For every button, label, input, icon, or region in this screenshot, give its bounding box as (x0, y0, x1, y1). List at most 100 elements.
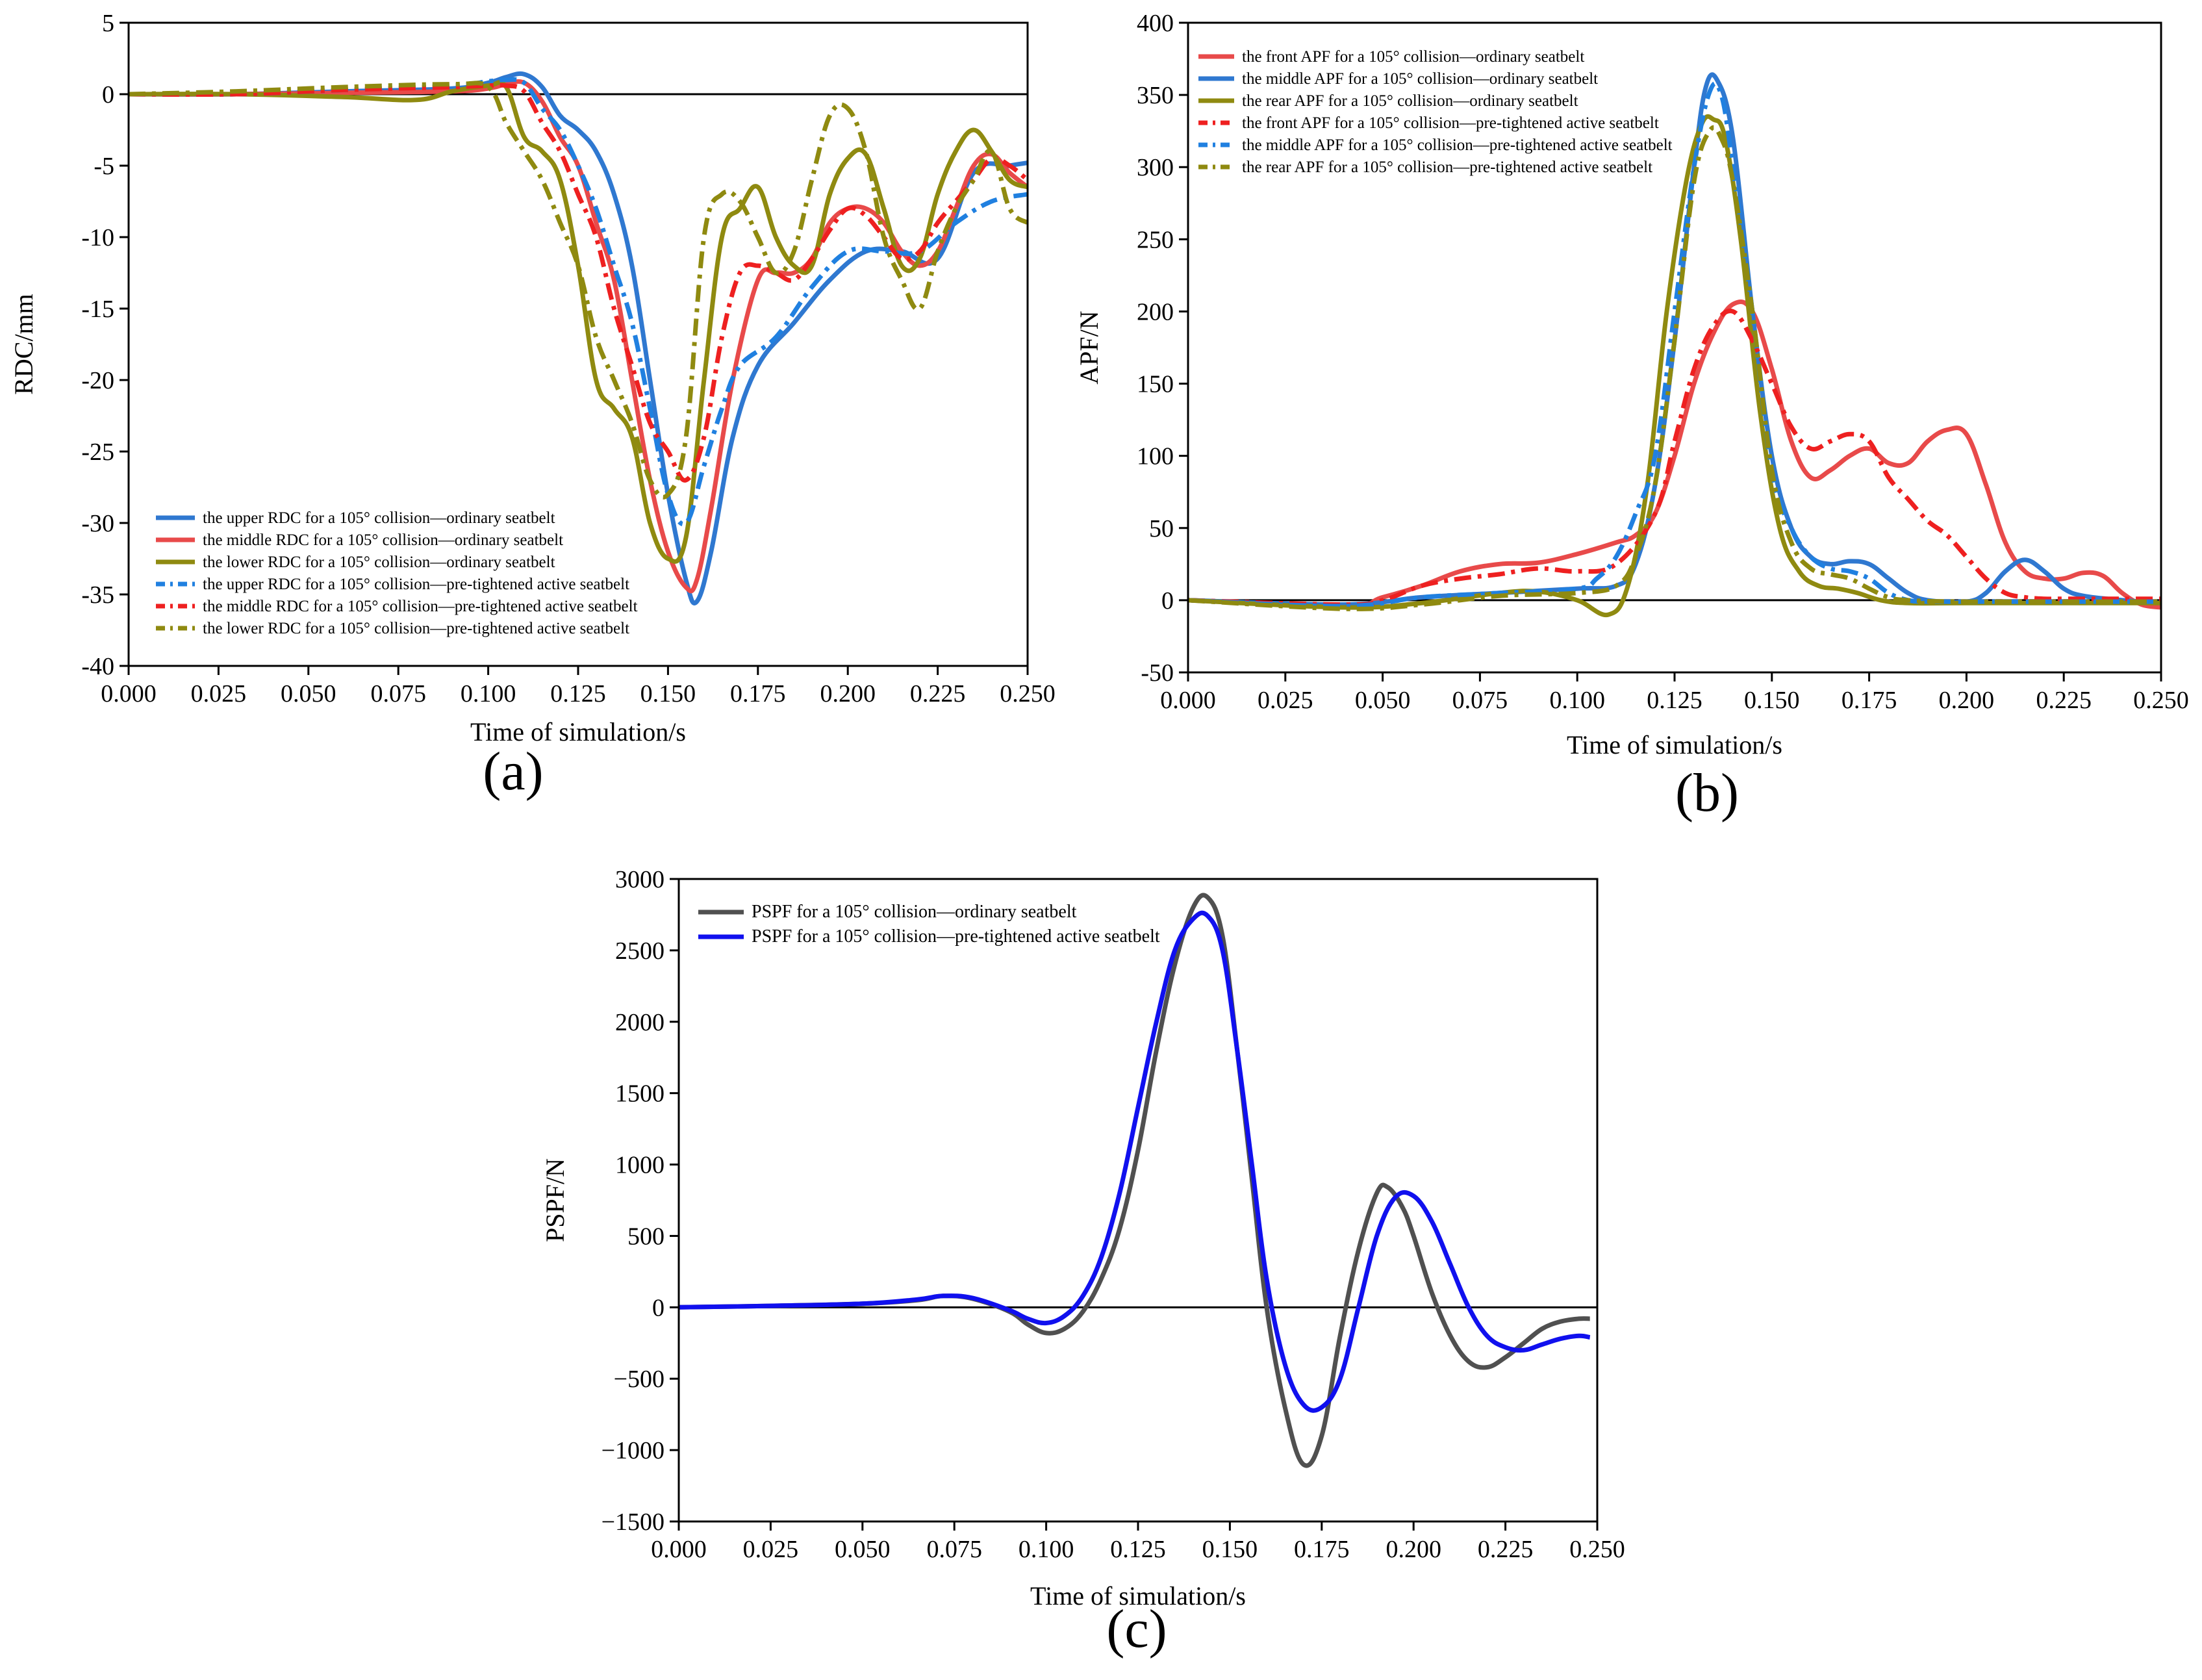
x-tick-label: 0.100 (461, 680, 516, 707)
series-line-3 (129, 80, 1028, 564)
legend-label-1: PSPF for a 105° collision—ordinary seatb… (752, 902, 1077, 922)
y-tick-label: -10 (81, 224, 114, 251)
x-tick-label: 0.025 (743, 1536, 799, 1563)
y-tick-label: -35 (81, 581, 114, 609)
y-tick-label: −1500 (601, 1508, 664, 1536)
x-tick-label: 0.175 (1841, 687, 1897, 714)
x-tick-label: 0.200 (820, 680, 876, 707)
legend-label-5: the middle APF for a 105° collision—pre-… (1242, 136, 1673, 154)
x-tick-label: 0.200 (1939, 687, 1995, 714)
y-tick-label: -30 (81, 510, 114, 537)
x-tick-label: 0.100 (1549, 687, 1605, 714)
chart-panel-c: 0.000 0.025 0.050 0.075 0.100 0.125 0.150 0.175… (540, 866, 1625, 1659)
series-line-4 (1188, 309, 2161, 607)
legend-label-5: the middle RDC for a 105° collision—pre-… (203, 598, 638, 615)
legend-label-1: the front APF for a 105° collision—ordin… (1242, 48, 1584, 66)
x-tick-label: 0.175 (730, 680, 786, 707)
chart-panel-b: 0.000 0.025 0.050 0.075 0.100 0.125 0.150 0.175… (1074, 10, 2189, 823)
legend: the front APF for a 105° collision—ordin… (1198, 48, 1673, 176)
x-tick-label: 0.075 (370, 680, 426, 707)
legend-label-3: the rear APF for a 105° collision—ordina… (1242, 92, 1578, 110)
x-tick-label: 0.250 (2133, 687, 2189, 714)
y-tick-label: 1500 (615, 1080, 664, 1108)
series-line-5 (129, 83, 1028, 483)
x-tick-label: 0.075 (926, 1536, 982, 1563)
x-tick-label: 0.225 (910, 680, 966, 707)
x-axis-title: Time of simulation/s (470, 717, 686, 746)
y-tick-label: 0 (102, 81, 114, 108)
legend-label-2: PSPF for a 105° collision—pre-tightened … (752, 926, 1160, 947)
y-tick-label: 300 (1137, 154, 1174, 181)
y-tick-label: 2000 (615, 1009, 664, 1036)
series-group (129, 71, 1028, 605)
y-tick-label: 50 (1149, 515, 1174, 542)
x-tick-label: 0.150 (1202, 1536, 1258, 1563)
x-tick-label: 0.075 (1452, 687, 1508, 714)
chart-panel-a: 0.000 0.025 0.050 0.075 0.100 0.125 0.150 0.175… (9, 10, 1056, 802)
y-tick-label: 0 (652, 1294, 664, 1321)
y-tick-label: -20 (81, 367, 114, 394)
series-group (679, 893, 1591, 1468)
x-axis-title: Time of simulation/s (1567, 730, 1782, 759)
x-tick-label: 0.125 (550, 680, 606, 707)
x-tick-label: 0.025 (1258, 687, 1313, 714)
x-tick-label: 0.050 (1355, 687, 1411, 714)
y-tick-label: 2500 (615, 937, 664, 965)
x-tick-label: 0.000 (101, 680, 157, 707)
x-tick-label: 0.000 (1160, 687, 1216, 714)
panel-label: (b) (1675, 763, 1739, 823)
y-tick-label: -50 (1141, 659, 1174, 687)
legend-label-2: the middle APF for a 105° collision—ordi… (1242, 70, 1598, 88)
legend-label-6: the lower RDC for a 105° collision—pre-t… (203, 620, 629, 637)
x-tick-label: 0.125 (1110, 1536, 1166, 1563)
panel-label: (c) (1106, 1599, 1167, 1659)
x-tick-label: 0.025 (191, 680, 247, 707)
x-tick-label: 0.150 (640, 680, 696, 707)
y-tick-label: 3000 (615, 866, 664, 893)
x-axis-title: Time of simulation/s (1030, 1581, 1246, 1610)
x-tick-label: 0.050 (835, 1536, 891, 1563)
series-line-1 (1188, 299, 2161, 610)
y-axis-title: APF/N (1074, 311, 1104, 384)
y-tick-label: 500 (627, 1223, 664, 1250)
y-tick-label: 100 (1137, 443, 1174, 470)
legend: PSPF for a 105° collision—ordinary seatb… (698, 902, 1160, 947)
y-tick-label: 250 (1137, 226, 1174, 253)
panel-label: (a) (483, 741, 543, 802)
y-axis-title: PSPF/N (540, 1158, 570, 1242)
y-tick-label: −500 (614, 1366, 664, 1393)
legend-label-1: the upper RDC for a 105° collision—ordin… (203, 509, 555, 527)
y-axis-title: RDC/mm (9, 294, 38, 395)
series-line-5 (1188, 81, 2161, 609)
y-tick-label: 350 (1137, 82, 1174, 109)
series-line-6 (129, 81, 1028, 500)
x-tick-label: 0.050 (281, 680, 336, 707)
y-tick-label: -15 (81, 296, 114, 323)
x-tick-label: 0.250 (1569, 1536, 1625, 1563)
x-tick-label: 0.250 (1000, 680, 1056, 707)
y-tick-label: 200 (1137, 298, 1174, 325)
legend-label-4: the upper RDC for a 105° collision—pre-t… (203, 576, 629, 593)
x-tick-label: 0.150 (1744, 687, 1800, 714)
y-tick-label: -25 (81, 439, 114, 466)
x-tick-label: 0.225 (2036, 687, 2092, 714)
series-line-6 (1188, 125, 2161, 611)
x-tick-label: 0.100 (1019, 1536, 1074, 1563)
x-tick-label: 0.125 (1647, 687, 1702, 714)
y-tick-label: 150 (1137, 371, 1174, 398)
legend-label-6: the rear APF for a 105° collision—pre-ti… (1242, 159, 1652, 176)
y-tick-label: 400 (1137, 10, 1174, 37)
legend-label-3: the lower RDC for a 105° collision—ordin… (203, 554, 555, 571)
y-tick-label: 1000 (615, 1152, 664, 1179)
legend-label-2: the middle RDC for a 105° collision—ordi… (203, 531, 563, 549)
x-tick-label: 0.175 (1294, 1536, 1350, 1563)
x-tick-label: 0.225 (1478, 1536, 1534, 1563)
y-tick-label: 0 (1161, 587, 1174, 615)
x-tick-label: 0.200 (1386, 1536, 1441, 1563)
x-tick-label: 0.000 (651, 1536, 707, 1563)
y-tick-label: 5 (102, 10, 114, 37)
y-tick-label: −1000 (601, 1437, 664, 1464)
legend-label-4: the front APF for a 105° collision—pre-t… (1242, 114, 1659, 132)
